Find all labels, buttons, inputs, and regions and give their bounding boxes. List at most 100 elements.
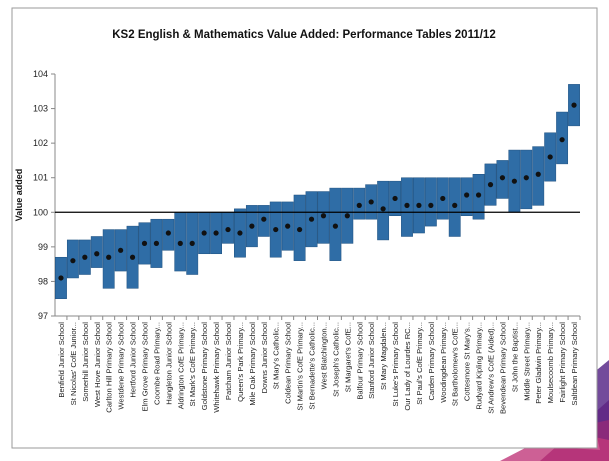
x-tick-label: Rudyard Kipling Primary...	[475, 322, 484, 410]
x-tick-label: Our Lady of Lourdes RC...	[403, 322, 412, 411]
point-estimate	[404, 202, 410, 208]
plot-area: 97 98 99 100 101 102 103 104 Benfield Junior Sch…	[33, 69, 581, 414]
x-tick-label: Coombe Road Primary...	[152, 322, 161, 405]
point-estimate	[118, 247, 124, 253]
point-estimate	[285, 223, 291, 229]
y-tick-label: 101	[33, 173, 48, 183]
x-tick-label: Peter Gladwin Primary...	[534, 322, 543, 404]
x-tick-label: St Paul's CofE Primary...	[415, 322, 424, 405]
x-tick-label: Queen's Park Primary...	[236, 322, 245, 402]
point-estimate	[58, 275, 64, 281]
x-tick-label: Benfield Junior School	[57, 322, 66, 398]
point-estimate	[82, 254, 88, 260]
point-estimate	[165, 230, 171, 236]
point-estimate	[356, 202, 362, 208]
point-estimate	[273, 226, 279, 233]
point-estimate	[201, 230, 207, 236]
x-tick-label: West Blatchington...	[319, 322, 328, 389]
point-estimate	[332, 223, 338, 229]
point-estimate	[523, 175, 529, 181]
y-tick-label: 104	[33, 69, 48, 79]
x-tick-label: Moulsecoomb Primary...	[546, 322, 555, 403]
point-estimate	[141, 240, 148, 246]
point-estimate	[368, 199, 374, 205]
point-estimate	[249, 223, 255, 229]
point-estimate	[464, 192, 470, 198]
x-tick-label: Elm Grove Primary School	[140, 322, 149, 412]
point-estimate	[559, 137, 565, 143]
x-tick-label: Fairlight Primary School	[558, 322, 567, 403]
x-tick-label: St Bartholomew's CofE...	[451, 322, 460, 406]
x-tick-label: St Luke's Primary School	[391, 322, 400, 407]
x-tick-label: Goldstone Primary School	[200, 322, 209, 411]
point-estimate	[475, 192, 482, 198]
y-tick-label: 103	[33, 104, 48, 114]
point-estimate	[380, 206, 386, 212]
point-estimate	[416, 202, 422, 208]
x-tick-label: St Mark's CofE Primary...	[188, 322, 197, 406]
x-tick-label: St Nicolas' CofE Junior...	[69, 322, 78, 405]
chart-title: KS2 English & Mathematics Value Added: P…	[112, 29, 495, 41]
point-estimate	[153, 240, 160, 246]
x-tick-label: Patcham Junior School	[224, 322, 233, 400]
y-tick-label: 98	[38, 276, 48, 286]
x-tick-label: St Joseph's Catholic...	[331, 322, 340, 397]
x-tick-label: Cottesmore St Mary's...	[463, 322, 472, 401]
x-tick-label: Hangleton Junior School	[164, 322, 173, 405]
point-estimate	[344, 213, 350, 219]
point-estimate	[308, 216, 315, 222]
point-estimate	[213, 230, 219, 236]
x-tick-label: Carlton Hill Primary School	[105, 322, 114, 413]
point-estimate	[571, 102, 577, 108]
x-tick-label: Downs Junior School	[260, 322, 269, 394]
point-estimate	[499, 175, 506, 181]
point-estimate	[452, 202, 458, 208]
x-tick-label: Woodingdean Primary...	[439, 322, 448, 403]
point-estimate	[237, 230, 243, 236]
point-estimate	[129, 254, 136, 260]
point-estimate	[225, 226, 231, 233]
point-estimate	[189, 240, 195, 246]
y-tick-label: 102	[33, 138, 48, 148]
x-tick-label: Somerhill Junior School	[81, 322, 90, 402]
point-estimate	[392, 195, 398, 202]
x-tick-label: St Mary Magdalen...	[379, 322, 388, 390]
x-tick-label: Balfour Primary School	[355, 322, 364, 400]
x-tick-label: Aldrington CofE Primary...	[176, 322, 185, 409]
x-tick-label: Stanford Junior School	[367, 322, 376, 399]
range-bar	[424, 177, 437, 227]
x-tick-label: Coldean Primary School	[284, 322, 293, 404]
x-tick-label: West Hove Junior School	[93, 322, 102, 407]
x-tick-label: Middle Street Primary...	[522, 322, 531, 401]
point-estimate	[440, 195, 446, 202]
x-tick-label: St Mary's Catholic...	[272, 322, 281, 389]
x-tick-label: St Bernadette's Catholic...	[308, 322, 317, 410]
point-estimate	[428, 202, 434, 208]
y-tick-label: 97	[38, 311, 48, 321]
x-tick-label: Carden Primary School	[427, 322, 436, 401]
x-tick-label: Saltdean Primary School	[570, 322, 579, 406]
x-tick-label: Westdene Primary School	[117, 322, 126, 410]
x-tick-label: St John the Baptist...	[510, 322, 519, 392]
x-tick-label: St Martin's CofE Primary...	[296, 322, 305, 411]
point-estimate	[70, 258, 76, 264]
y-tick-label: 99	[38, 242, 48, 252]
x-tick-label: St Andrew's CofE (Aided)...	[487, 322, 496, 414]
point-estimate	[94, 251, 100, 257]
y-tick-label: 100	[33, 207, 48, 217]
point-estimate	[261, 216, 267, 222]
point-estimate	[320, 213, 327, 219]
point-estimate	[487, 182, 494, 188]
point-estimate	[106, 254, 112, 260]
x-tick-label: Hertford Junior School	[129, 322, 138, 398]
y-axis-title: Value added	[14, 169, 24, 222]
point-estimate	[297, 226, 303, 233]
x-tick-label: Mile Oak Primary School	[248, 322, 257, 406]
point-estimate	[177, 240, 183, 246]
point-estimate	[511, 178, 517, 184]
point-estimate	[547, 154, 553, 160]
point-estimate	[535, 171, 541, 177]
x-tick-label: Whitehawk Primary School	[212, 322, 221, 413]
x-tick-label: Bevendean Primary School	[498, 322, 507, 414]
